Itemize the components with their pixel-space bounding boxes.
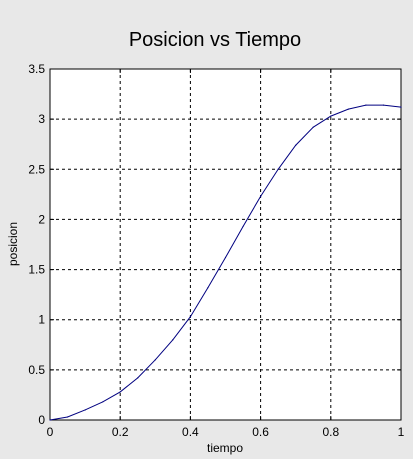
x-tick-label: 0.6: [252, 425, 269, 439]
data-point: [189, 316, 191, 318]
data-point: [382, 104, 385, 106]
y-tick-label: 1: [38, 313, 45, 327]
data-point: [49, 419, 51, 421]
data-point: [242, 225, 244, 228]
data-point: [330, 115, 332, 117]
x-tick-label: 1: [398, 425, 405, 439]
data-point: [119, 391, 121, 393]
series-group: [49, 104, 402, 421]
data-point: [365, 104, 367, 106]
data-point: [347, 108, 349, 110]
data-point: [277, 168, 279, 170]
x-axis-label: tiempo: [207, 441, 243, 455]
x-tick-label: 0.4: [182, 425, 199, 439]
data-point: [312, 126, 314, 128]
x-tick-label: 0.2: [112, 425, 129, 439]
y-tick-label: 3.5: [28, 62, 45, 76]
data-point: [102, 401, 104, 403]
x-tick-label: 0: [47, 425, 54, 439]
data-point: [207, 287, 209, 289]
y-tick-label: 0: [38, 413, 45, 427]
y-axis-label: posicion: [6, 222, 20, 266]
data-point: [84, 409, 86, 411]
axis-ticks: 0 0.2 0.4 0.6 0.8 1 0 0.5 1 1.5 2 2.5 3 3.5: [28, 62, 404, 439]
x-tick-label: 0.8: [322, 425, 339, 439]
plot-frame: [49, 68, 402, 421]
grid: [50, 69, 401, 420]
y-tick-label: 2.5: [28, 162, 45, 176]
y-tick-label: 2: [38, 212, 45, 226]
y-tick-label: 1.5: [28, 263, 45, 277]
data-point: [260, 195, 262, 197]
y-tick-label: 0.5: [28, 363, 45, 377]
data-point: [172, 339, 174, 341]
data-point: [295, 144, 297, 146]
data-point: [66, 416, 69, 418]
data-point: [400, 106, 402, 108]
data-point: [224, 256, 227, 259]
data-point: [154, 359, 156, 361]
plot-area: [50, 69, 401, 420]
chart-title: Posicion vs Tiempo: [129, 29, 301, 51]
data-point: [137, 377, 139, 379]
y-tick-label: 3: [38, 112, 45, 126]
